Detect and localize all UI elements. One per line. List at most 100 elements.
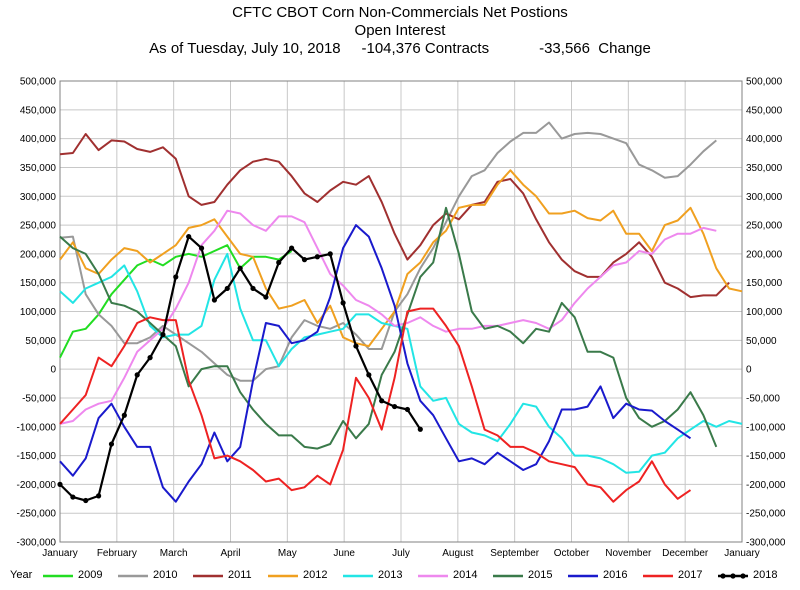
point-2018: [250, 285, 256, 292]
legend-swatch: [268, 574, 298, 578]
y-tick-label-right: 150,000: [746, 278, 783, 289]
series-line-2012: [59, 169, 743, 348]
legend-label: 2014: [453, 569, 478, 581]
y-tick-label-left: -100,000: [17, 422, 57, 433]
x-tick-label: August: [442, 548, 473, 559]
legend-label: 2011: [228, 569, 252, 581]
legend-label: 2009: [78, 569, 103, 581]
x-tick-label: October: [554, 548, 590, 559]
x-tick-label: June: [333, 548, 355, 559]
chart-legend: Year 2009 2010 2011 2012 2013 2014 2015 2016 201…: [0, 566, 800, 586]
point-2018: [314, 254, 320, 260]
y-tick-label-right: -50,000: [746, 393, 780, 404]
y-tick-label-left: 450,000: [20, 105, 57, 116]
point-2018: [237, 265, 243, 271]
legend-label: 2018: [753, 569, 778, 581]
legend-swatch: [343, 574, 373, 578]
legend-swatch: [643, 574, 673, 578]
y-tick-label-right: -150,000: [746, 451, 786, 462]
point-2018: [417, 426, 423, 432]
y-tick-label-left: -250,000: [17, 509, 57, 520]
y-tick-label-left: 0: [50, 365, 56, 376]
legend-swatch: [43, 574, 73, 578]
change-value: -33,566 Change: [539, 40, 651, 57]
y-tick-label-left: -150,000: [17, 451, 57, 462]
y-tick-label-right: 400,000: [746, 134, 783, 145]
legend-swatch: [568, 574, 598, 578]
point-2018: [198, 245, 205, 251]
y-tick-label-left: 350,000: [20, 163, 57, 174]
legend-label: 2010: [153, 569, 178, 581]
y-tick-label-left: 500,000: [20, 77, 57, 88]
point-2018: [404, 406, 411, 413]
y-tick-label-left: 50,000: [25, 336, 56, 347]
y-tick-label-right: -100,000: [746, 422, 786, 433]
series-line-2013: [59, 252, 743, 474]
legend-label: 2015: [528, 569, 553, 581]
legend-swatch: [118, 574, 148, 578]
point-2018: [340, 300, 346, 306]
point-2018: [276, 259, 282, 266]
series-line-2011: [59, 133, 730, 299]
x-tick-label: January: [724, 548, 760, 559]
point-2018: [301, 257, 308, 263]
y-tick-label-right: -300,000: [746, 538, 786, 549]
x-tick-label: September: [490, 548, 540, 559]
x-tick-label: February: [97, 548, 137, 559]
point-2018: [379, 398, 385, 404]
point-2018: [57, 481, 63, 487]
y-tick-label-right: 450,000: [746, 105, 783, 116]
point-2018: [108, 441, 115, 447]
y-tick-label-right: 300,000: [746, 192, 783, 203]
series-line-2016: [59, 224, 692, 503]
point-2018: [327, 251, 333, 257]
legend-swatch: [193, 574, 223, 578]
point-2018: [173, 274, 179, 280]
plot-frame: [59, 80, 743, 543]
y-tick-label-left: 150,000: [20, 278, 57, 289]
y-tick-label-right: 200,000: [746, 249, 783, 260]
point-2018: [70, 494, 76, 500]
legend-title: Year: [10, 569, 33, 581]
x-tick-label: April: [220, 548, 240, 559]
series-line-2015: [59, 206, 718, 450]
y-tick-label-right: 0: [746, 365, 752, 376]
y-tick-label-left: -200,000: [17, 480, 57, 491]
x-tick-label: March: [160, 548, 188, 559]
y-tick-label-right: 100,000: [746, 307, 783, 318]
y-tick-label-left: 300,000: [20, 192, 57, 203]
y-tick-label-right: 350,000: [746, 163, 783, 174]
y-tick-label-left: 250,000: [20, 221, 57, 232]
x-tick-label: May: [278, 548, 297, 559]
chart-status-line: As of Tuesday, July 10, 2018 -104,376 Co…: [0, 40, 800, 58]
line-chart: 500,000 500,000 450,000 450,000 400,000 400,0…: [17, 77, 786, 560]
y-tick-label-right: -250,000: [746, 509, 786, 520]
point-2018: [121, 412, 127, 418]
y-tick-label-right: 250,000: [746, 221, 783, 232]
x-tick-label: November: [605, 548, 652, 559]
legend-label: 2013: [378, 569, 403, 581]
y-tick-label-left: -300,000: [17, 538, 57, 549]
legend-swatch: [718, 573, 748, 579]
series-line-2010: [59, 121, 717, 382]
point-2018: [366, 372, 372, 378]
y-tick-label-left: 400,000: [20, 134, 57, 145]
y-tick-label-left: -50,000: [22, 393, 56, 404]
y-tick-label-left: 200,000: [20, 249, 57, 260]
series-line-2014: [59, 209, 717, 425]
x-tick-label: December: [662, 548, 709, 559]
point-2018: [263, 294, 269, 300]
contracts-value: -104,376 Contracts: [361, 40, 490, 57]
point-2018: [211, 297, 218, 303]
legend-label: 2016: [603, 569, 628, 581]
chart-title: CFTC CBOT Corn Non-Commercials Net Posti…: [232, 4, 568, 21]
point-2018: [224, 285, 230, 292]
point-2018: [289, 245, 295, 251]
legend-swatch: [418, 574, 448, 578]
point-2018: [160, 331, 166, 338]
point-2018: [147, 355, 153, 361]
point-2018: [353, 343, 359, 349]
y-tick-label-right: 50,000: [746, 336, 777, 347]
point-2018: [391, 403, 398, 410]
as-of-date: As of Tuesday, July 10, 2018: [149, 40, 341, 57]
